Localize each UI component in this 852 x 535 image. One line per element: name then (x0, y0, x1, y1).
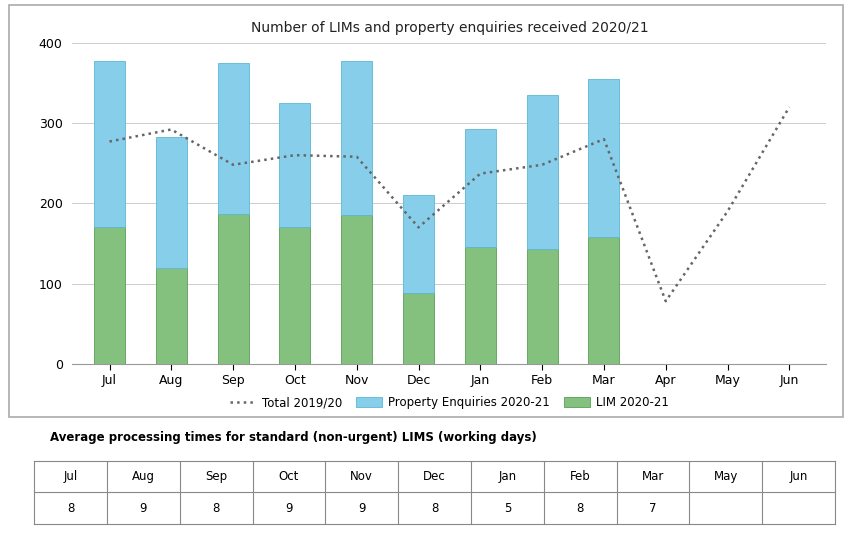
Text: May: May (714, 470, 738, 483)
Bar (94, 227, 125, 364)
Text: Aug: Aug (132, 470, 155, 483)
Bar (217, 213, 249, 364)
Text: 9: 9 (358, 502, 366, 515)
Bar (279, 103, 310, 227)
Bar (527, 95, 557, 249)
Bar (403, 195, 434, 293)
Bar (589, 237, 619, 364)
Bar (465, 247, 496, 364)
Text: 8: 8 (431, 502, 438, 515)
Text: Nov: Nov (350, 470, 373, 483)
Text: Jul: Jul (63, 470, 78, 483)
Text: Feb: Feb (570, 470, 590, 483)
Bar (342, 61, 372, 215)
Text: Jan: Jan (498, 470, 516, 483)
Bar (527, 249, 557, 364)
Text: Mar: Mar (642, 470, 664, 483)
Bar (94, 61, 125, 227)
Text: 8: 8 (212, 502, 220, 515)
Bar (217, 63, 249, 213)
Text: Dec: Dec (423, 470, 446, 483)
Text: 8: 8 (66, 502, 74, 515)
Bar (342, 215, 372, 364)
Legend: Total 2019/20, Property Enquiries 2020-21, LIM 2020-21: Total 2019/20, Property Enquiries 2020-2… (225, 392, 674, 414)
Bar (589, 79, 619, 237)
Text: 5: 5 (504, 502, 511, 515)
Text: Oct: Oct (279, 470, 299, 483)
Bar (156, 268, 187, 364)
Bar (465, 129, 496, 247)
Bar (156, 137, 187, 268)
Title: Number of LIMs and property enquiries received 2020/21: Number of LIMs and property enquiries re… (250, 21, 648, 35)
Text: Average processing times for standard (non-urgent) LIMS (working days): Average processing times for standard (n… (50, 431, 537, 444)
Text: Jun: Jun (789, 470, 808, 483)
Bar (279, 227, 310, 364)
Bar (403, 293, 434, 364)
Text: 9: 9 (285, 502, 292, 515)
Text: 8: 8 (577, 502, 584, 515)
Text: Sep: Sep (205, 470, 227, 483)
Text: 7: 7 (649, 502, 657, 515)
Text: 9: 9 (140, 502, 147, 515)
